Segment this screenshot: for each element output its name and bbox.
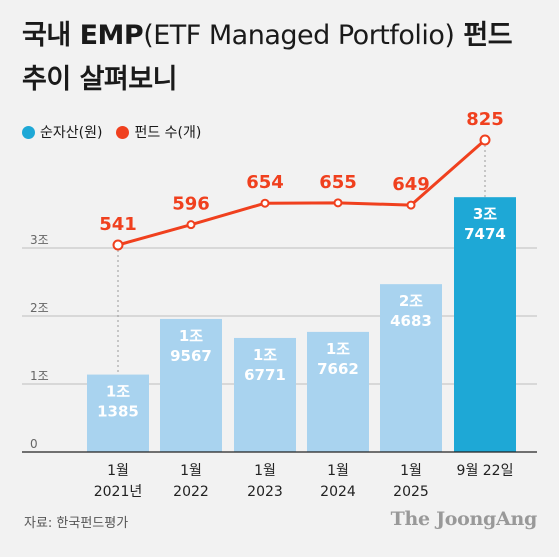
y-tick-label: 0	[30, 437, 38, 451]
x-tick-label: 2023	[247, 484, 283, 500]
title-bold-a: 국내 EMP	[22, 20, 144, 51]
legend: 순자산(원) 펀드 수(개)	[22, 122, 215, 142]
line-point	[112, 239, 124, 251]
bar	[234, 337, 296, 452]
title-light: (ETF Managed Portfolio)	[143, 20, 455, 51]
x-tick-label: 1월	[327, 463, 349, 479]
brand-logo: The JoongAng	[390, 508, 538, 530]
line-point	[479, 134, 491, 146]
bar-data-label: 4683	[390, 312, 432, 330]
line-data-label: 654	[246, 172, 284, 193]
legend-item-assets: 순자산(원)	[22, 122, 102, 142]
legend-dot-icon	[116, 125, 130, 139]
legend-label-fund-count: 펀드 수(개)	[134, 125, 202, 141]
x-tick-label: 1월	[254, 463, 276, 479]
title-line-2: 추이 살펴보니	[22, 64, 177, 95]
bar	[160, 318, 222, 452]
line-data-label: 541	[99, 214, 137, 235]
x-tick-label: 1월	[107, 463, 129, 479]
line-point	[260, 198, 270, 208]
bar-data-label: 1385	[97, 403, 139, 421]
y-tick-label: 3조	[30, 233, 49, 247]
bar	[454, 197, 516, 452]
line-point	[333, 198, 343, 208]
legend-item-fund-count: 펀드 수(개)	[116, 122, 201, 142]
bar-data-label: 1조	[253, 346, 277, 364]
bar-data-label: 7662	[317, 360, 359, 378]
line-data-label: 596	[172, 194, 210, 215]
bar-data-label: 3조	[473, 205, 497, 223]
line-data-label: 649	[392, 174, 430, 195]
x-tick-label: 1월	[400, 463, 422, 479]
x-tick-label: 9월 22일	[457, 463, 514, 479]
source-note: 자료: 한국펀드평가	[24, 516, 129, 531]
bar-data-label: 1조	[106, 383, 130, 401]
x-tick-label: 1월	[180, 463, 202, 479]
x-tick-label: 2025	[393, 484, 429, 500]
line-data-label: 655	[319, 172, 357, 193]
x-tick-label: 2021년	[94, 484, 143, 500]
legend-dot-icon	[22, 125, 35, 139]
line-point	[406, 200, 416, 210]
title-line-1: 국내 EMP(ETF Managed Portfolio) 펀드	[22, 14, 513, 58]
bar	[87, 374, 149, 452]
line-point	[186, 220, 196, 230]
bar	[307, 331, 369, 452]
chart-title: 국내 EMP(ETF Managed Portfolio) 펀드 추이 살펴보니	[22, 14, 513, 102]
bar	[380, 284, 442, 452]
x-tick-label: 2022	[173, 484, 209, 500]
bar-data-label: 1조	[179, 327, 203, 345]
x-tick-label: 2024	[320, 484, 356, 500]
y-tick-label: 1조	[30, 369, 49, 383]
y-tick-label: 2조	[30, 301, 49, 315]
bar-data-label: 7474	[464, 225, 506, 243]
bar-data-label: 6771	[244, 366, 286, 384]
bar-data-label: 2조	[399, 292, 423, 310]
legend-label-assets: 순자산(원)	[40, 125, 103, 141]
line-data-label: 825	[466, 109, 504, 130]
bar-data-label: 9567	[170, 347, 212, 365]
series-line	[117, 138, 486, 247]
title-bold-b: 펀드	[454, 20, 513, 51]
bar-data-label: 1조	[326, 340, 350, 358]
